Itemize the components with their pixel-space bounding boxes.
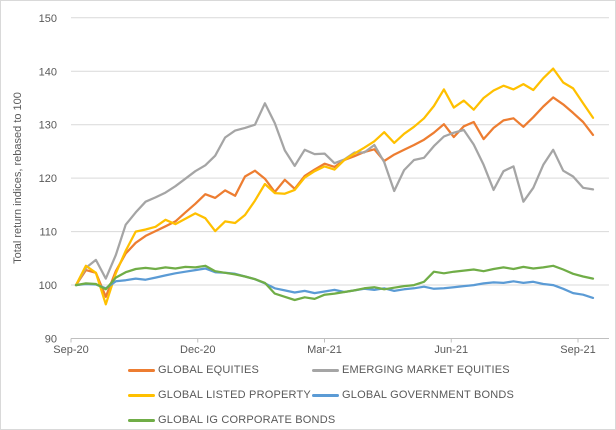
y-tick-label: 140 (39, 66, 57, 78)
x-tick-label: Jun-21 (434, 344, 468, 356)
y-tick-label: 100 (39, 280, 57, 292)
x-tick-label: Sep-20 (53, 344, 88, 356)
y-tick-label: 150 (39, 13, 57, 25)
y-tick-label: 90 (45, 334, 57, 346)
y-tick-label: 110 (39, 227, 57, 239)
y-tick-label: 130 (39, 120, 57, 132)
x-tick-label: Dec-20 (180, 344, 215, 356)
x-tick-label: Sep-21 (560, 344, 595, 356)
x-tick-label: Mar-21 (307, 344, 342, 356)
series-line-global-ig-corporate-bonds (74, 264, 595, 302)
series-line-global-equities (74, 96, 595, 298)
y-axis-title: Total return indices, rebased to 100 (12, 92, 24, 264)
series-line-global-listed-property (74, 67, 595, 306)
series-line-global-government-bonds (74, 267, 595, 300)
y-tick-label: 120 (39, 173, 57, 185)
series-line-emerging-market-equities (74, 102, 595, 287)
